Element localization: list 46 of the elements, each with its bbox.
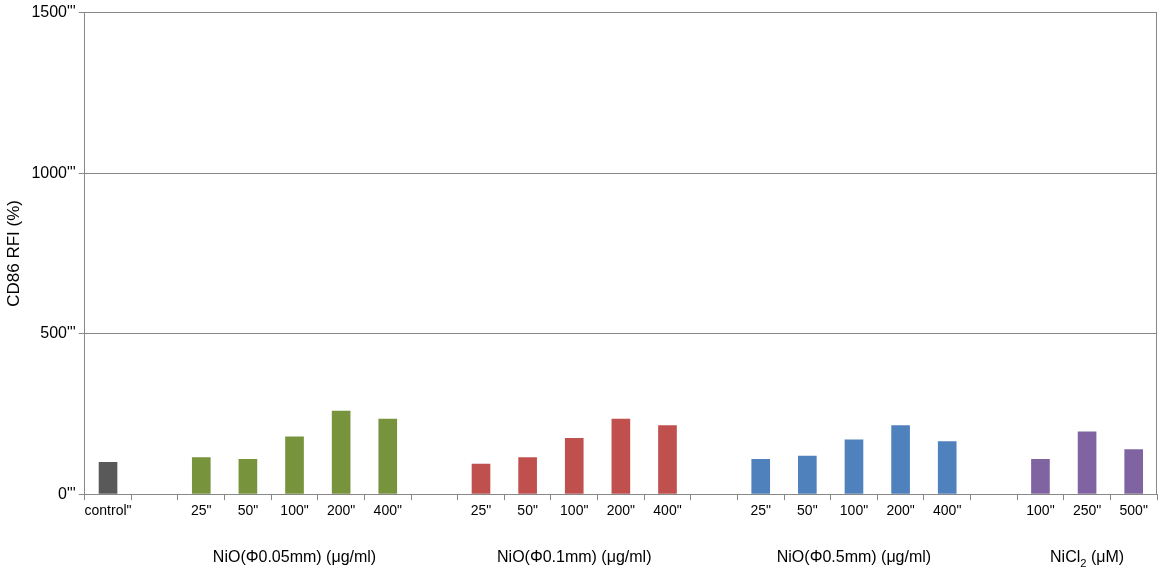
x-tick-label: 200": [326, 502, 356, 519]
bar: [798, 455, 817, 494]
bar: [378, 418, 398, 494]
y-axis-title: CD86 RFI (%): [3, 200, 23, 307]
bar: [331, 410, 351, 494]
bar: [1031, 458, 1050, 494]
bar: [611, 418, 631, 494]
x-tick-label: 400": [933, 502, 962, 519]
text: NiO(Φ0.5mm) (μg/ml): [776, 548, 932, 566]
bar: [891, 425, 910, 494]
bar: [1124, 449, 1144, 494]
bar: [844, 439, 864, 494]
x-tick-label: 100": [839, 502, 869, 519]
x-tick-label: control": [84, 502, 132, 519]
text: NiO(Φ0.05mm) (μg/ml): [212, 548, 377, 566]
x-tick-label: 400": [373, 502, 402, 519]
y-tick-label: 0"': [58, 484, 76, 502]
x-tick-label: 250": [1072, 502, 1102, 519]
y-tick-label: 1500"': [31, 3, 76, 21]
bar: [658, 425, 677, 494]
x-tick-label: 200": [606, 502, 636, 519]
y-tick-label: 500"': [40, 324, 76, 342]
bar: [1077, 431, 1097, 494]
x-tick-label: 200": [886, 502, 915, 519]
x-tick-label: 50": [237, 502, 259, 519]
bar: [98, 462, 118, 494]
x-tick-label: 100": [280, 502, 309, 519]
bar: [285, 436, 304, 494]
bar: [564, 438, 584, 494]
x-tick-label: 100": [560, 502, 589, 519]
x-tick-label: 100": [1026, 502, 1055, 519]
y-tick-label: 1000"': [31, 163, 76, 181]
bar: [518, 457, 537, 494]
x-tick-label: 25": [750, 502, 772, 519]
bar: [191, 457, 211, 494]
text: NiO(Φ0.1mm) (μg/ml): [497, 548, 652, 566]
x-tick-label: 50": [517, 502, 538, 519]
bar: [937, 441, 957, 494]
bar: [751, 458, 771, 494]
x-tick-label: 25": [470, 502, 492, 519]
bar: [471, 463, 491, 494]
x-tick-label: 50": [797, 502, 818, 519]
x-tick-label: 25": [191, 502, 212, 519]
bar: [238, 458, 258, 494]
x-tick-label: 500": [1119, 502, 1148, 519]
x-tick-label: 400": [653, 502, 682, 519]
